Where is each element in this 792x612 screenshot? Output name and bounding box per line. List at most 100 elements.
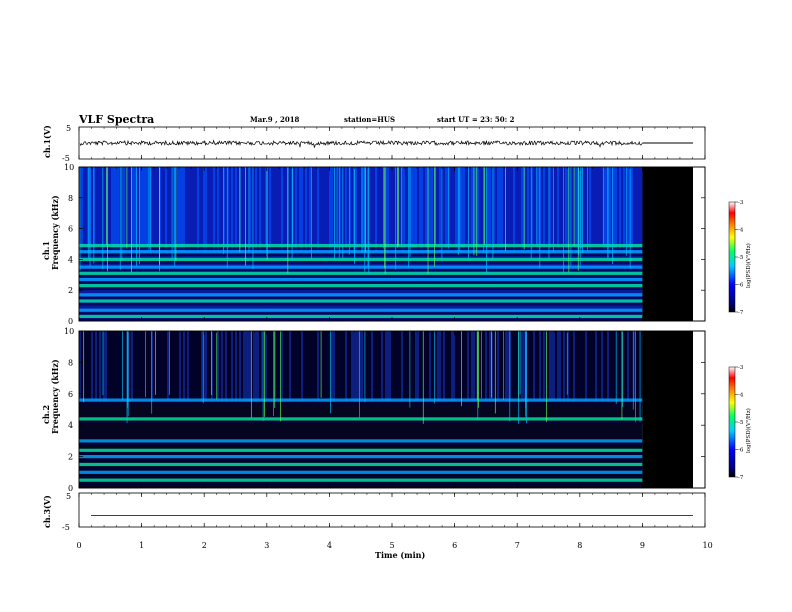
spectrogram-noise-column xyxy=(309,167,311,252)
spectrogram-noise-column xyxy=(221,331,223,402)
spectrogram-band-gap xyxy=(79,474,643,477)
spectrogram-noise-column xyxy=(269,167,271,252)
y-tick-label: 6 xyxy=(68,390,73,399)
spectrogram-noise-column xyxy=(499,331,501,402)
spectrogram-noise-column xyxy=(99,331,101,402)
spectrogram-noise-column xyxy=(549,167,551,252)
spectrogram-noise-column xyxy=(359,167,361,252)
spectrogram-noise-column xyxy=(259,331,261,402)
spectrogram-band xyxy=(79,448,643,452)
spectrogram-noise-column xyxy=(553,167,555,252)
x-tick-label: 1 xyxy=(139,541,144,550)
spectrogram-noise-column xyxy=(565,331,567,402)
colorbar-tick-label: -5 xyxy=(738,420,744,426)
spectrogram-band-gap xyxy=(79,318,643,321)
spectrogram-noise-column xyxy=(539,331,541,402)
spectrogram-noise-column xyxy=(145,331,147,402)
spectrogram-band-gap xyxy=(79,420,643,424)
spectrogram-noise-column xyxy=(491,167,493,252)
spectrogram-noise-column xyxy=(229,331,231,402)
spectrogram-noise-column xyxy=(567,167,569,252)
spectrogram-noise-column xyxy=(543,167,545,252)
spectrogram-noise-column xyxy=(585,167,587,252)
spectrogram-noise-column xyxy=(451,167,453,252)
spectrogram-noise-column xyxy=(531,167,533,252)
spectrogram-noise-column xyxy=(225,167,227,252)
spectrogram-noise-column xyxy=(219,167,221,252)
station-label: station=HUS xyxy=(344,115,395,124)
spectrogram-noise-column xyxy=(401,167,403,252)
spectrogram-noise-column xyxy=(515,331,517,402)
spectrogram-noise-column xyxy=(249,167,251,252)
spectrogram-band-gap xyxy=(79,312,643,315)
spectrogram-band-gap xyxy=(79,275,643,278)
spectrogram-noise-column xyxy=(629,331,631,402)
spectrogram-noise-column xyxy=(207,331,209,402)
spectrogram-noise-column xyxy=(343,167,345,252)
spectrogram-band-gap xyxy=(79,466,643,469)
spectrogram-noise-column xyxy=(411,167,413,252)
spectrogram-noise-column xyxy=(471,167,473,252)
spectrogram-noise-column xyxy=(231,331,233,402)
spectrogram-noise-column xyxy=(333,167,335,252)
spectrogram-band-gap xyxy=(79,402,643,405)
spectrogram-noise-column xyxy=(253,331,255,402)
spectrogram-noise-column xyxy=(613,331,615,402)
spectrogram-noise-column xyxy=(243,331,245,402)
spectrogram-noise-column xyxy=(95,167,97,252)
spectrogram-noise-column xyxy=(355,331,357,402)
spectrogram-noise-column xyxy=(439,331,441,402)
spectrogram-noise-column xyxy=(89,331,91,402)
spectrogram-noise-column xyxy=(401,331,403,402)
spectrogram-noise-column xyxy=(467,167,469,252)
spectrogram-noise-column xyxy=(237,167,239,252)
spectrogram-noise-column xyxy=(143,167,145,252)
spectrogram-noise-column xyxy=(299,331,301,402)
x-tick-label: 5 xyxy=(390,541,395,550)
spectrogram-noise-column xyxy=(79,331,81,402)
spectrogram-noise-column xyxy=(589,331,591,402)
spectrogram-noise-column xyxy=(393,167,395,252)
spectrogram-noise-column xyxy=(213,331,215,402)
spectrogram-noise-column xyxy=(455,331,457,402)
spectrogram-noise-column xyxy=(153,331,155,402)
spectrogram-noise-column xyxy=(631,167,633,252)
spectrogram-noise-column xyxy=(557,167,559,252)
spectrogram-noise-column xyxy=(293,167,295,252)
spectrogram-noise-column xyxy=(577,331,579,402)
spectrogram-noise-column xyxy=(357,167,359,252)
spectrogram-band xyxy=(79,299,643,303)
spectrogram-noise-column xyxy=(389,167,391,252)
spectrogram-noise-column xyxy=(551,167,553,252)
spectrogram-noise-column xyxy=(569,331,571,402)
ch3-ytick-top: 5 xyxy=(66,492,71,501)
spectrogram-noise-column xyxy=(209,167,211,252)
y-tick-label: 0 xyxy=(68,484,73,493)
spectrogram-noise-column xyxy=(161,331,163,402)
spectrogram-noise-column xyxy=(373,331,375,402)
spectrogram-noise-column xyxy=(97,167,99,252)
spectrogram-noise-column xyxy=(435,167,437,252)
spectrogram-noise-column xyxy=(247,167,249,252)
spectrogram-noise-column xyxy=(231,167,233,252)
spectrogram-noise-column xyxy=(267,331,269,402)
spectrogram-noise-column xyxy=(337,331,339,402)
spectrogram-noise-column xyxy=(331,331,333,402)
spectrogram-noise-column xyxy=(189,167,191,252)
spectrogram-noise-column xyxy=(545,331,547,402)
spectrogram-noise-column xyxy=(405,331,407,402)
spectrogram-noise-column xyxy=(291,331,293,402)
spectrogram-noise-column xyxy=(445,331,447,402)
spectrogram-noise-column xyxy=(555,331,557,402)
spectrogram-noise-column xyxy=(139,167,141,252)
ch1-colorbar: -3 -4 -5 -6 -7 log(PSD)(V²/Hz) xyxy=(728,200,752,316)
ch1-ytick-bottom: -5 xyxy=(62,154,70,163)
spectrogram-noise-column xyxy=(135,167,137,252)
colorbar-tick-label: -3 xyxy=(738,365,744,371)
spectrogram-no-data xyxy=(642,167,693,321)
spectrogram-noise-column xyxy=(205,167,207,252)
spectrogram-noise-column xyxy=(173,167,175,252)
spectrogram-noise-column xyxy=(283,331,285,402)
spectrogram-noise-column xyxy=(637,167,639,252)
